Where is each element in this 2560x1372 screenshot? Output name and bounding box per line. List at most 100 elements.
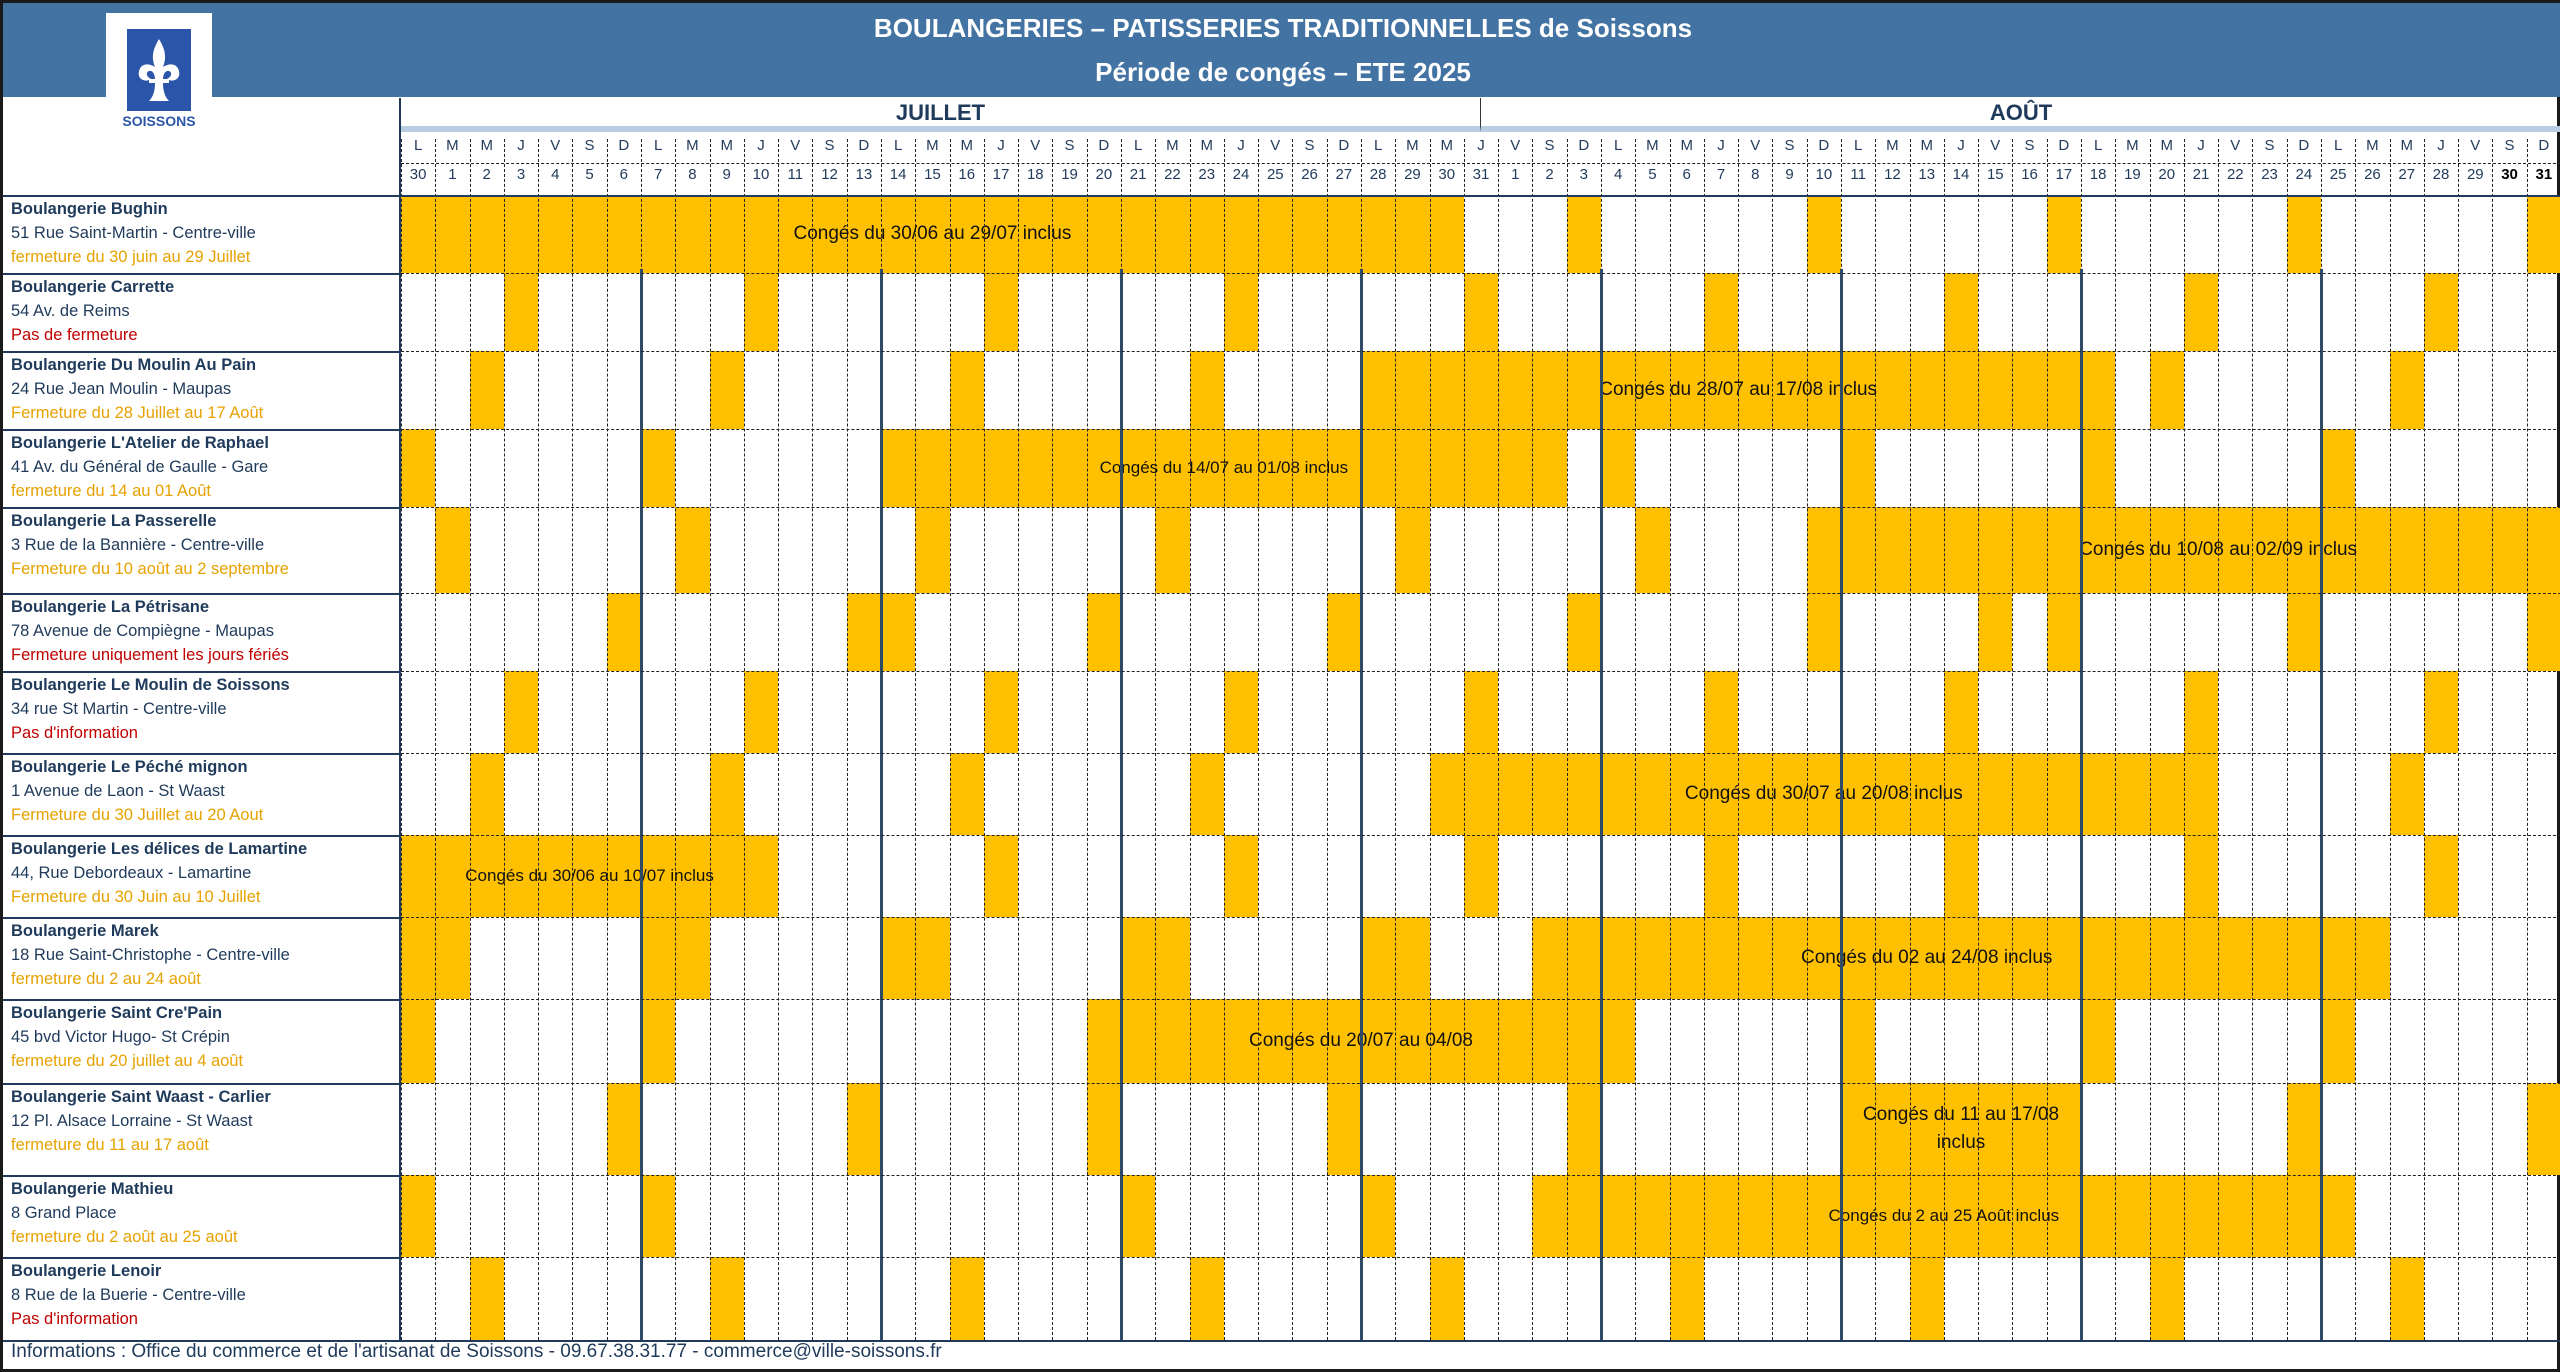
closure-day-cell <box>949 1257 984 1340</box>
day-letter: L <box>893 137 903 154</box>
closure-day-cell <box>915 917 950 999</box>
closure-day-cell <box>1909 1257 1944 1340</box>
day-letter: D <box>1818 137 1830 154</box>
closure-day-cell <box>1189 753 1224 835</box>
bakery-address: 8 Rue de la Buerie - Centre-ville <box>11 1286 246 1304</box>
closure-day-cell <box>2389 753 2424 835</box>
closure-status: Fermeture du 10 août au 2 septembre <box>11 560 289 578</box>
closure-day-cell <box>949 753 984 835</box>
closure-day-cell <box>1669 1257 1704 1340</box>
day-letter: S <box>1304 137 1315 154</box>
bakery-name: Boulangerie Du Moulin Au Pain <box>11 356 257 374</box>
closure-day-cell <box>1223 671 1259 753</box>
closure-day-cell <box>1703 273 1739 351</box>
day-number: 24 <box>1232 166 1250 183</box>
day-number: 2 <box>482 166 491 183</box>
bakery-name: Boulangerie Marek <box>11 922 159 940</box>
closure-day-cell <box>1566 195 1601 273</box>
bakery-name: Boulangerie Les délices de Lamartine <box>11 840 308 858</box>
day-number: 16 <box>2021 166 2038 183</box>
day-number: 10 <box>752 166 770 183</box>
closure-day-cell <box>1841 999 1876 1083</box>
week-separator <box>1120 269 1123 1340</box>
closure-period-block: Congés du 30/06 au 10/07 inclus <box>401 835 779 917</box>
closure-day-cell <box>1601 429 1636 507</box>
day-letter: J <box>997 137 1005 154</box>
day-number: 12 <box>821 166 838 183</box>
week-separator <box>1360 269 1363 1340</box>
row-divider-left <box>3 917 401 919</box>
closure-day-cell <box>983 671 1019 753</box>
grid-column-line <box>1395 139 1397 1340</box>
bakery-info: Boulangerie Saint Cre'Pain 45 bvd Victor … <box>11 1001 396 1073</box>
day-number: 13 <box>1918 166 1936 183</box>
closure-day-cell <box>1463 671 1499 753</box>
grid-column-line <box>2046 139 2048 1340</box>
closure-day-cell <box>469 351 504 429</box>
bakery-info: Boulangerie L'Atelier de Raphael 41 Av. d… <box>11 431 396 503</box>
row-divider-left <box>3 273 401 275</box>
day-number: 6 <box>619 166 629 183</box>
bakery-address: 1 Avenue de Laon - St Waast <box>11 782 225 800</box>
grid-column-line <box>846 139 848 1340</box>
day-letter: V <box>1750 137 1761 154</box>
row-divider-left <box>3 507 401 509</box>
day-letter: V <box>550 137 561 154</box>
grid-column-line <box>1532 139 1534 1340</box>
bakery-info: Boulangerie Du Moulin Au Pain 24 Rue Jean… <box>11 353 396 425</box>
day-number: 9 <box>722 166 731 183</box>
bakery-info: Boulangerie Marek 18 Rue Saint-Christophe… <box>11 919 396 991</box>
row-divider <box>401 1175 2560 1176</box>
day-number: 27 <box>2398 166 2416 183</box>
day-letter: M <box>446 137 459 154</box>
row-divider <box>401 999 2560 1000</box>
day-number: 23 <box>2261 166 2278 183</box>
closure-day-cell <box>709 351 744 429</box>
row-divider <box>401 1257 2560 1258</box>
closure-day-cell <box>606 1083 641 1175</box>
grid-column-line <box>503 139 505 1340</box>
grid-column-line <box>2115 139 2117 1340</box>
closure-day-cell <box>1943 273 1979 351</box>
grid-column-line <box>469 139 471 1340</box>
closure-day-cell <box>2389 1257 2424 1340</box>
grid-column-line <box>538 139 540 1340</box>
day-letter-divider <box>401 163 2560 164</box>
day-letter: M <box>1440 137 1453 154</box>
bakery-name: Boulangerie Le Péché mignon <box>11 758 248 776</box>
day-number: 5 <box>585 166 594 183</box>
day-number: 17 <box>2055 166 2073 183</box>
page-title: BOULANGERIES – PATISSERIES TRADITIONNELL… <box>873 13 1693 43</box>
grid-column-line <box>743 139 745 1340</box>
closure-day-cell <box>1223 273 1259 351</box>
closure-day-cell <box>469 1257 504 1340</box>
bakery-name: Boulangerie La Passerelle <box>11 512 217 530</box>
closure-day-cell <box>1703 835 1739 917</box>
grid-column-line <box>949 139 951 1340</box>
day-number: 30 <box>1438 166 1456 183</box>
day-letter: J <box>2197 137 2205 154</box>
bakery-address: 41 Av. du Général de Gaulle - Gare <box>11 458 269 476</box>
day-number: 22 <box>2226 166 2244 183</box>
day-letter: D <box>1098 137 1110 154</box>
day-number: 22 <box>1164 166 1181 183</box>
closure-day-cell <box>1566 1083 1601 1175</box>
bakery-address: 3 Rue de la Bannière - Centre-ville <box>11 536 265 554</box>
day-number: 25 <box>1266 166 1284 183</box>
closure-day-cell <box>435 917 470 999</box>
closure-day-cell <box>641 429 676 507</box>
closure-day-cell <box>1806 195 1841 273</box>
closure-day-cell <box>1943 835 1979 917</box>
bakery-name: Boulangerie L'Atelier de Raphael <box>11 434 269 452</box>
grid-column-line <box>778 139 780 1340</box>
day-number: 31 <box>1472 166 1490 183</box>
closure-day-cell <box>1635 507 1670 593</box>
day-number: 11 <box>1850 166 1866 183</box>
closure-day-cell <box>1361 1175 1396 1257</box>
closure-day-cell <box>983 273 1019 351</box>
week-separator <box>640 269 643 1340</box>
closure-day-cell <box>2321 917 2356 999</box>
closure-day-cell <box>1566 593 1601 671</box>
day-number: 13 <box>855 166 873 183</box>
